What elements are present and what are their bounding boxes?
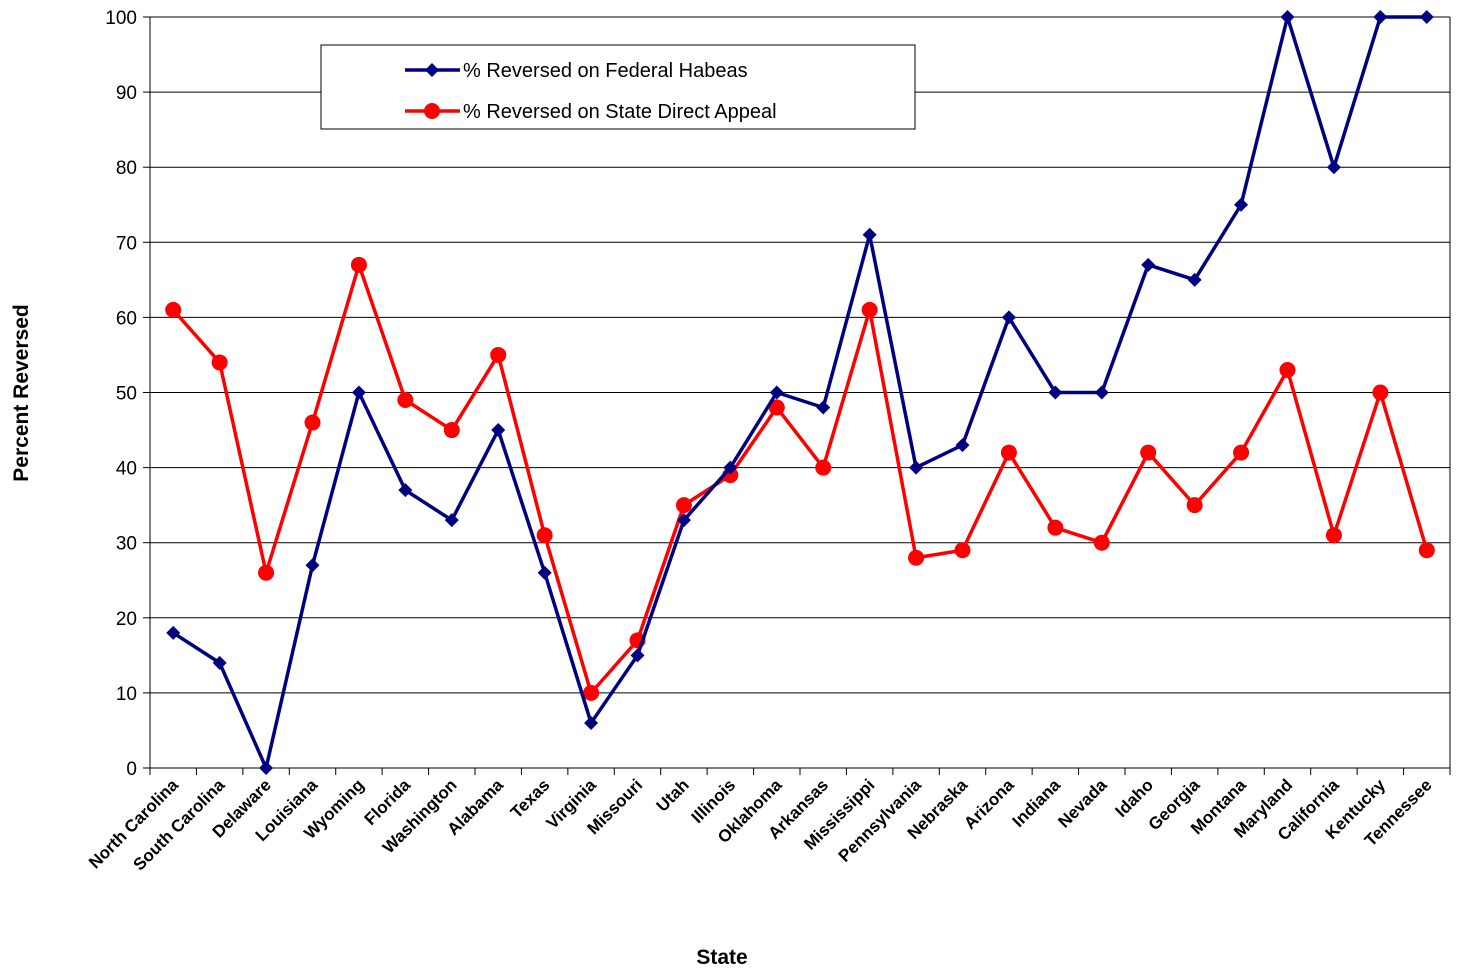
data-point — [537, 565, 552, 580]
data-point — [1279, 361, 1296, 378]
x-axis-title: State — [696, 946, 747, 969]
data-point — [1373, 10, 1388, 24]
y-tick-label: 50 — [116, 384, 137, 405]
data-point — [1372, 384, 1389, 401]
series-federal-habeas — [166, 10, 1434, 775]
series-group — [165, 10, 1435, 775]
data-point — [166, 625, 181, 640]
x-tick-label: Indiana — [1009, 775, 1065, 831]
axes — [143, 16, 1451, 775]
data-point — [816, 400, 831, 415]
data-point — [490, 346, 507, 363]
y-tick-label: 70 — [116, 233, 137, 254]
x-tick-label: Utah — [653, 775, 693, 815]
data-point — [908, 549, 925, 566]
data-point — [1325, 527, 1342, 544]
data-point — [259, 761, 274, 775]
data-point — [1093, 534, 1110, 551]
data-point — [350, 256, 367, 273]
data-point — [768, 399, 785, 416]
data-point — [815, 459, 832, 476]
y-tick-label: 90 — [116, 83, 137, 104]
legend-label: % Reversed on Federal Habeas — [463, 60, 748, 82]
data-point — [676, 513, 691, 528]
data-point — [443, 422, 460, 439]
y-axis-title: Percent Reversed — [10, 304, 33, 481]
data-point — [955, 438, 970, 453]
data-point — [1141, 257, 1156, 272]
data-point — [1186, 497, 1203, 514]
y-tick-label: 10 — [116, 684, 137, 705]
data-point — [723, 460, 738, 475]
data-point — [398, 483, 413, 498]
legend-item: % Reversed on State Direct Appeal — [405, 101, 777, 123]
data-point — [1048, 385, 1063, 400]
y-tick-label: 100 — [105, 8, 137, 29]
data-point — [1233, 444, 1250, 461]
data-point — [1187, 272, 1202, 287]
data-point — [630, 648, 645, 663]
data-point — [1280, 10, 1295, 24]
data-point — [165, 301, 182, 318]
data-point — [1001, 310, 1016, 325]
data-point — [769, 385, 784, 400]
series-line — [171, 263, 1429, 695]
data-point — [211, 354, 228, 371]
data-point — [305, 558, 320, 573]
data-point — [1234, 197, 1249, 212]
legend-label: % Reversed on State Direct Appeal — [463, 101, 777, 123]
x-tick-label: Nevada — [1054, 775, 1111, 832]
series-line — [172, 15, 1427, 770]
data-point — [1094, 385, 1109, 400]
data-point — [584, 715, 599, 730]
data-point — [583, 684, 600, 701]
data-point — [258, 564, 275, 581]
legend: % Reversed on Federal Habeas % Reversed o… — [320, 44, 916, 130]
data-point — [1326, 160, 1341, 175]
y-tick-label: 0 — [126, 759, 137, 780]
data-point — [675, 497, 692, 514]
y-tick-label: 40 — [116, 459, 137, 480]
data-point — [1000, 444, 1017, 461]
y-tick-label: 60 — [116, 308, 137, 329]
legend-marker — [424, 103, 440, 119]
data-point — [536, 527, 553, 544]
data-point — [1140, 444, 1157, 461]
legend-marker — [425, 63, 439, 77]
data-point — [954, 542, 971, 559]
x-tick-label: Arizona — [960, 775, 1018, 833]
data-point — [351, 385, 366, 400]
y-tick-label: 80 — [116, 158, 137, 179]
data-point — [1418, 542, 1435, 559]
data-point — [862, 227, 877, 242]
data-point — [909, 460, 924, 475]
legend-item: % Reversed on Federal Habeas — [405, 60, 748, 82]
y-tick-label: 30 — [116, 534, 137, 555]
data-point — [491, 423, 506, 438]
y-tick-label: 20 — [116, 609, 137, 630]
data-point — [1419, 10, 1434, 24]
legend-box — [320, 44, 916, 130]
data-point — [861, 301, 878, 318]
data-point — [304, 414, 321, 431]
series-state-direct-appeal — [165, 256, 1435, 701]
data-point — [212, 655, 227, 670]
y-tick-labels: 0 10 20 30 40 50 60 70 80 90 100 — [105, 8, 137, 780]
data-point — [1047, 519, 1064, 536]
data-point — [444, 513, 459, 528]
data-point — [397, 392, 414, 409]
